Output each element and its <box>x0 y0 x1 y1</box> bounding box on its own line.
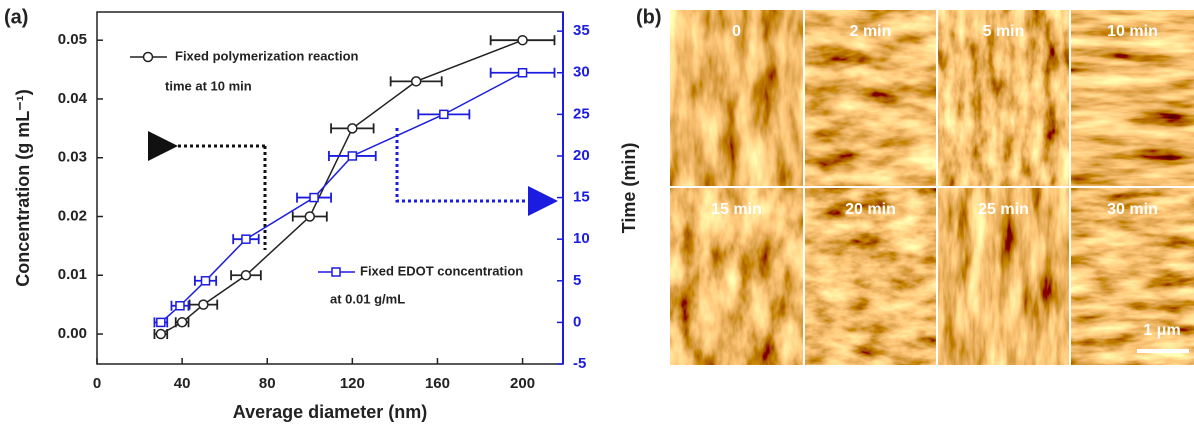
legend-note: time at 10 min <box>165 78 252 93</box>
tile-label: 30 min <box>1107 201 1158 218</box>
x-tick-label: 120 <box>340 375 365 392</box>
tile-label: 25 min <box>978 201 1029 218</box>
marker <box>156 330 165 339</box>
marker <box>310 194 318 202</box>
x-tick-label: 40 <box>174 375 191 392</box>
y2-tick-label: 15 <box>573 189 590 206</box>
marker <box>305 212 314 221</box>
y2-tick-label: 0 <box>573 313 581 330</box>
marker <box>519 69 527 77</box>
marker <box>176 302 184 310</box>
marker <box>440 110 448 118</box>
y-tick-label: 0.01 <box>58 266 87 283</box>
y-tick-label: 0.02 <box>58 207 87 224</box>
marker <box>348 152 356 160</box>
plot-frame <box>97 12 563 364</box>
tile-label: 2 min <box>850 23 892 40</box>
panel-label: (a) <box>4 6 28 28</box>
y2-axis-label: Time (min) <box>619 143 639 234</box>
marker <box>202 277 210 285</box>
marker <box>332 268 340 276</box>
legend-note: at 0.01 g/mL <box>330 291 405 306</box>
y2-tick-label: 20 <box>573 147 590 164</box>
tile-label: 10 min <box>1107 23 1158 40</box>
series-line <box>161 73 523 323</box>
tile-label: 5 min <box>983 23 1025 40</box>
y2-tick-label: 5 <box>573 272 581 289</box>
y2-tick-label: -5 <box>573 355 586 372</box>
y-tick-label: 0.00 <box>58 325 87 342</box>
y2-tick-label: 30 <box>573 64 590 81</box>
y-tick-label: 0.04 <box>58 90 88 107</box>
legend-label: Fixed polymerization reaction <box>175 48 359 63</box>
y2-tick-label: 25 <box>573 105 590 122</box>
marker <box>144 53 153 62</box>
x-axis-label: Average diameter (nm) <box>233 402 427 422</box>
guide-arrows <box>172 128 552 250</box>
tile-label: 15 min <box>711 201 762 218</box>
x-tick-label: 160 <box>425 375 450 392</box>
legend-label: Fixed EDOT concentration <box>360 263 523 278</box>
tile-label: 20 min <box>845 201 896 218</box>
marker <box>199 300 208 309</box>
tile-label: 0 <box>732 23 741 40</box>
y-tick-label: 0.03 <box>58 149 87 166</box>
guide-arrow <box>397 128 552 201</box>
marker <box>518 36 527 45</box>
marker <box>178 318 187 327</box>
scale-bar-label: 1 μm <box>1143 322 1180 339</box>
marker <box>242 235 250 243</box>
marker <box>412 77 421 86</box>
y2-tick-label: 10 <box>573 230 590 247</box>
panel-label: (b) <box>636 6 662 28</box>
x-tick-label: 0 <box>93 375 101 392</box>
marker <box>241 271 250 280</box>
marker <box>157 318 165 326</box>
marker <box>348 124 357 133</box>
y-tick-label: 0.05 <box>58 31 87 48</box>
x-tick-label: 200 <box>510 375 535 392</box>
y-axis-label: Concentration (g mL⁻¹) <box>13 89 33 286</box>
figure: (a) Average diameter (nm) Concentration … <box>0 0 1194 427</box>
guide-arrow <box>172 146 265 250</box>
y2-tick-label: 35 <box>573 22 590 39</box>
x-tick-label: 80 <box>259 375 276 392</box>
